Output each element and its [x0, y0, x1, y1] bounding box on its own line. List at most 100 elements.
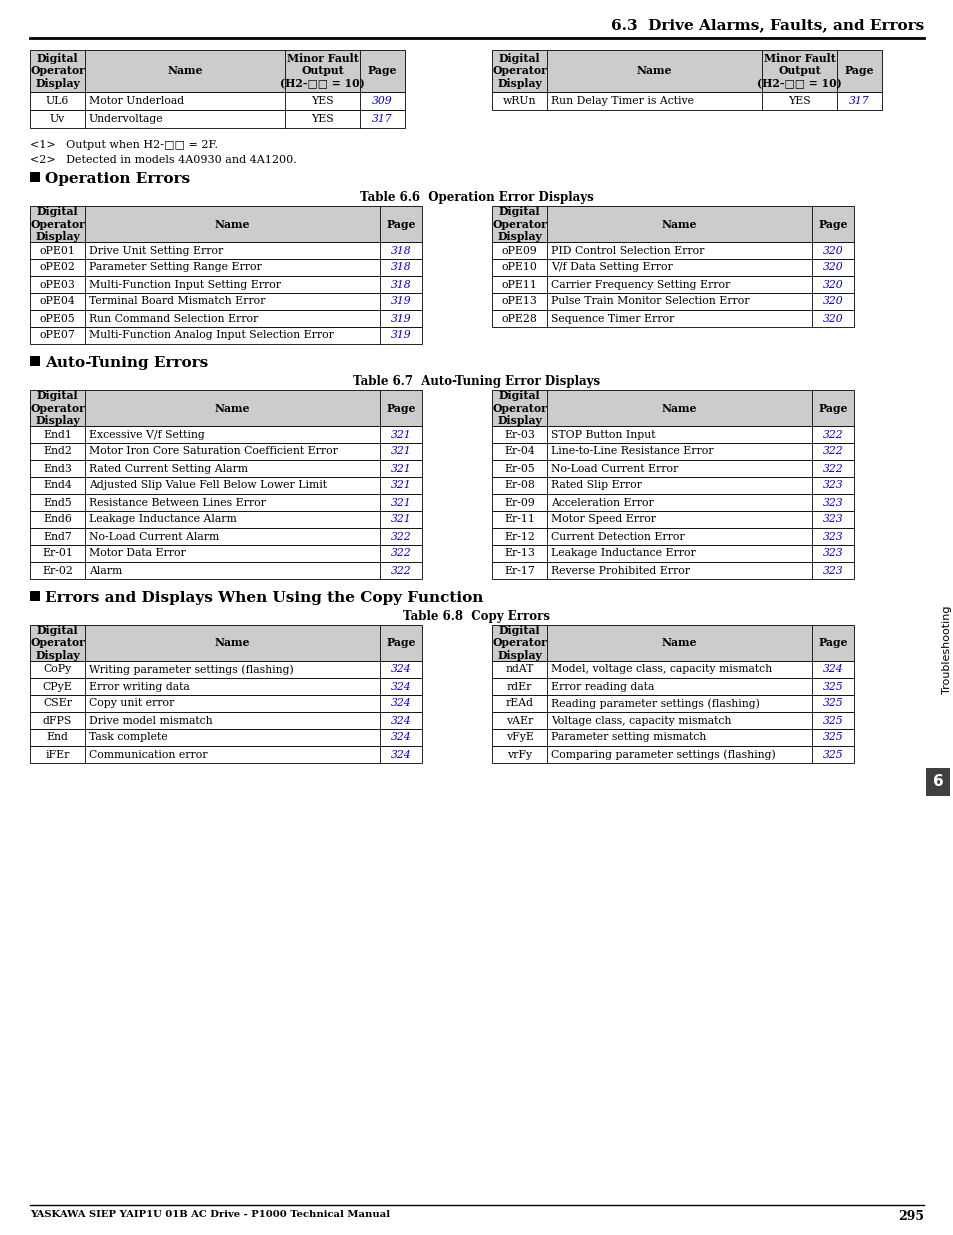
Bar	[492, 459, 853, 477]
Text: Er-05: Er-05	[503, 463, 535, 473]
Text: Motor Underload: Motor Underload	[89, 96, 184, 106]
Text: 319: 319	[391, 314, 411, 324]
Text: Table 6.8  Copy Errors: Table 6.8 Copy Errors	[403, 610, 550, 622]
Text: 320: 320	[821, 263, 842, 273]
Text: Auto-Tuning Errors: Auto-Tuning Errors	[45, 356, 208, 370]
Text: Table 6.7  Auto-Tuning Error Displays: Table 6.7 Auto-Tuning Error Displays	[353, 375, 600, 388]
Text: 320: 320	[821, 279, 842, 289]
Bar	[492, 477, 853, 494]
Text: Digital
Operator
Display: Digital Operator Display	[492, 390, 546, 426]
Text: 324: 324	[391, 682, 411, 692]
Text: End7: End7	[43, 531, 71, 541]
Bar	[492, 91, 882, 110]
Text: Rated Current Setting Alarm: Rated Current Setting Alarm	[89, 463, 248, 473]
Text: CPyE: CPyE	[43, 682, 72, 692]
Text: Acceleration Error: Acceleration Error	[551, 498, 653, 508]
Text: Drive model mismatch: Drive model mismatch	[89, 715, 213, 725]
Text: 324: 324	[391, 664, 411, 674]
Bar	[492, 443, 853, 459]
Text: Name: Name	[636, 65, 672, 77]
Text: 317: 317	[848, 96, 869, 106]
Text: Minor Fault
Output
(H2-□□ = 10): Minor Fault Output (H2-□□ = 10)	[757, 53, 841, 89]
Text: 322: 322	[391, 566, 411, 576]
Bar	[492, 426, 853, 443]
Text: vAEr: vAEr	[505, 715, 533, 725]
Text: Resistance Between Lines Error: Resistance Between Lines Error	[89, 498, 266, 508]
Text: 320: 320	[821, 314, 842, 324]
Bar	[492, 49, 882, 91]
Text: Page: Page	[386, 403, 416, 414]
Text: Excessive V/f Setting: Excessive V/f Setting	[89, 430, 205, 440]
Text: End4: End4	[43, 480, 71, 490]
Text: Pulse Train Monitor Selection Error: Pulse Train Monitor Selection Error	[551, 296, 749, 306]
Text: Digital
Operator
Display: Digital Operator Display	[30, 625, 85, 661]
Text: Multi-Function Analog Input Selection Error: Multi-Function Analog Input Selection Er…	[89, 331, 334, 341]
Bar	[30, 443, 421, 459]
Text: 322: 322	[821, 430, 842, 440]
Text: Communication error: Communication error	[89, 750, 208, 760]
Bar	[492, 293, 853, 310]
Text: rdEr: rdEr	[506, 682, 532, 692]
Text: Sequence Timer Error: Sequence Timer Error	[551, 314, 674, 324]
Text: 321: 321	[391, 463, 411, 473]
Text: CoPy: CoPy	[43, 664, 71, 674]
Text: 324: 324	[821, 664, 842, 674]
Text: oPE03: oPE03	[39, 279, 75, 289]
Text: wRUn: wRUn	[502, 96, 536, 106]
Bar	[30, 529, 421, 545]
Text: Comparing parameter settings (flashing): Comparing parameter settings (flashing)	[551, 750, 775, 760]
Bar	[30, 110, 405, 128]
Bar	[30, 293, 421, 310]
Text: Page: Page	[818, 403, 847, 414]
Text: End5: End5	[43, 498, 71, 508]
Text: oPE10: oPE10	[501, 263, 537, 273]
Bar	[30, 172, 40, 182]
Text: Digital
Operator
Display: Digital Operator Display	[30, 390, 85, 426]
Text: Er-01: Er-01	[42, 548, 72, 558]
Text: Model, voltage class, capacity mismatch: Model, voltage class, capacity mismatch	[551, 664, 771, 674]
Bar	[30, 327, 421, 345]
Text: dFPS: dFPS	[43, 715, 72, 725]
Text: Motor Speed Error: Motor Speed Error	[551, 515, 656, 525]
Text: 309: 309	[372, 96, 393, 106]
Text: UL6: UL6	[46, 96, 70, 106]
Text: Drive Unit Setting Error: Drive Unit Setting Error	[89, 246, 223, 256]
Text: Name: Name	[661, 403, 697, 414]
Text: Er-03: Er-03	[503, 430, 535, 440]
Text: CSEr: CSEr	[43, 699, 71, 709]
Bar	[492, 695, 853, 713]
Text: Parameter setting mismatch: Parameter setting mismatch	[551, 732, 705, 742]
Text: 325: 325	[821, 732, 842, 742]
Text: Name: Name	[214, 403, 250, 414]
Text: End3: End3	[43, 463, 71, 473]
Text: Page: Page	[386, 219, 416, 230]
Text: ndAT: ndAT	[505, 664, 533, 674]
Text: 324: 324	[391, 699, 411, 709]
Text: End6: End6	[43, 515, 71, 525]
Text: End: End	[47, 732, 69, 742]
Text: 321: 321	[391, 480, 411, 490]
Bar	[492, 259, 853, 275]
Text: Voltage class, capacity mismatch: Voltage class, capacity mismatch	[551, 715, 731, 725]
Text: STOP Button Input: STOP Button Input	[551, 430, 655, 440]
Text: Carrier Frequency Setting Error: Carrier Frequency Setting Error	[551, 279, 729, 289]
Text: oPE28: oPE28	[501, 314, 537, 324]
Text: Motor Data Error: Motor Data Error	[89, 548, 186, 558]
Text: Uv: Uv	[50, 114, 65, 124]
Bar	[30, 477, 421, 494]
Text: Name: Name	[167, 65, 203, 77]
Text: 325: 325	[821, 699, 842, 709]
Bar	[30, 310, 421, 327]
Text: Leakage Inductance Alarm: Leakage Inductance Alarm	[89, 515, 236, 525]
Bar	[30, 426, 421, 443]
Text: <1>   Output when H2-□□ = 2F.: <1> Output when H2-□□ = 2F.	[30, 140, 218, 149]
Text: 325: 325	[821, 750, 842, 760]
Text: Leakage Inductance Error: Leakage Inductance Error	[551, 548, 695, 558]
Bar	[492, 242, 853, 259]
Bar	[492, 625, 853, 661]
Text: Er-11: Er-11	[503, 515, 535, 525]
Text: V/f Data Setting Error: V/f Data Setting Error	[551, 263, 672, 273]
Text: Er-17: Er-17	[503, 566, 535, 576]
Text: iFEr: iFEr	[45, 750, 70, 760]
Text: Page: Page	[386, 637, 416, 648]
